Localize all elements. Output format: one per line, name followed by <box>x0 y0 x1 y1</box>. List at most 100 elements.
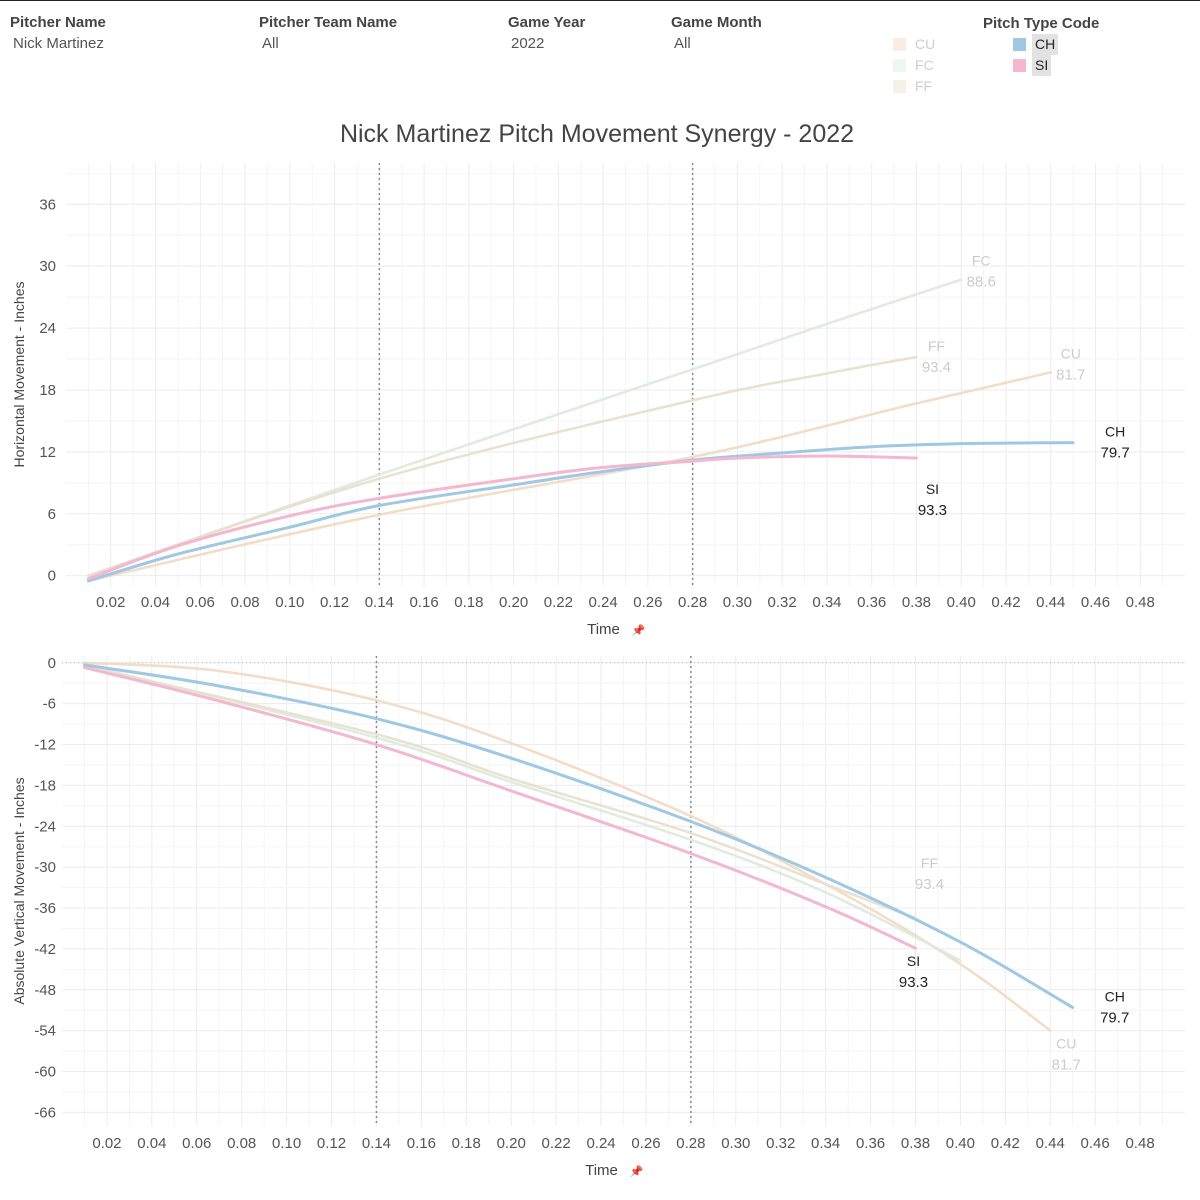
x-tick-label: 0.12 <box>317 1135 346 1152</box>
filter-value[interactable]: All <box>262 35 279 52</box>
x-tick-label: 0.08 <box>230 594 259 611</box>
x-tick-label: 0.40 <box>946 1135 975 1152</box>
x-tick-label: 0.08 <box>227 1135 256 1152</box>
legend-swatch <box>893 38 906 51</box>
legend-swatch <box>893 80 906 93</box>
x-tick-label: 0.44 <box>1036 594 1065 611</box>
y-tick-label: -6 <box>43 696 56 713</box>
filter-label: Pitcher Name <box>10 14 106 31</box>
series-line-si <box>83 666 917 950</box>
x-tick-label: 0.24 <box>586 1135 615 1152</box>
y-tick-label: -54 <box>34 1023 56 1040</box>
y-tick-label: -66 <box>34 1104 56 1121</box>
filter-value[interactable]: Nick Martinez <box>13 35 104 52</box>
series-line-fc <box>83 663 962 962</box>
y-tick-label: -42 <box>34 941 56 958</box>
y-axis-label: Absolute Vertical Movement - Inches <box>11 777 27 1004</box>
x-tick-label: 0.22 <box>542 1135 571 1152</box>
x-tick-label: 0.42 <box>991 1135 1020 1152</box>
filter-pitcher-team[interactable]: Pitcher Team Name All <box>259 14 397 52</box>
filter-game-year[interactable]: Game Year 2022 <box>508 14 585 52</box>
series-label-ff: FF <box>921 855 938 871</box>
pin-icon: 📌 <box>630 1164 644 1178</box>
x-tick-label: 0.20 <box>497 1135 526 1152</box>
series-speed-ch: 79.7 <box>1100 445 1129 462</box>
series-speed-si: 93.3 <box>918 502 947 519</box>
x-axis-label: Time <box>587 621 620 638</box>
series-label-cu: CU <box>1056 1036 1076 1052</box>
legend-item-ff[interactable]: FF <box>893 76 935 97</box>
x-tick-label: 0.34 <box>811 1135 840 1152</box>
legend-item-cu[interactable]: CU <box>893 34 938 55</box>
x-tick-label: 0.02 <box>96 594 125 611</box>
series-label-ch: CH <box>1105 424 1125 440</box>
filter-game-month[interactable]: Game Month All <box>671 14 762 52</box>
y-tick-label: 12 <box>39 444 56 461</box>
x-tick-label: 0.46 <box>1081 594 1110 611</box>
filter-value[interactable]: 2022 <box>511 35 545 52</box>
x-tick-label: 0.32 <box>768 594 797 611</box>
x-tick-label: 0.46 <box>1081 1135 1110 1152</box>
x-tick-label: 0.40 <box>947 594 976 611</box>
filter-label: Game Year <box>508 14 586 31</box>
y-tick-label: -36 <box>34 900 56 917</box>
x-tick-label: 0.06 <box>186 594 215 611</box>
y-tick-label: 30 <box>39 258 56 275</box>
series-line-si <box>86 454 918 581</box>
y-tick-label: 24 <box>39 320 56 337</box>
chart-panel-2: 0.02 0.04 0.06 0.08 0.10 0.12 0.14 0.16 0.18 0.20… <box>11 655 1185 1179</box>
y-tick-label: -18 <box>34 777 56 794</box>
x-tick-label: 0.36 <box>856 1135 885 1152</box>
series-speed-cu: 81.7 <box>1056 366 1085 383</box>
x-tick-label: 0.14 <box>362 1135 391 1152</box>
x-tick-label: 0.28 <box>678 594 707 611</box>
x-tick-label: 0.10 <box>272 1135 301 1152</box>
x-tick-label: 0.16 <box>407 1135 436 1152</box>
legend-label: SI <box>1032 55 1052 76</box>
legend-label: FF <box>915 78 933 94</box>
x-tick-label: 0.38 <box>902 594 931 611</box>
legend-label: CH <box>1032 34 1059 55</box>
legend-item-ch[interactable]: CH <box>1013 34 1059 55</box>
x-axis-label: Time <box>585 1162 618 1179</box>
series-label-cu: CU <box>1061 345 1081 361</box>
y-tick-label: -30 <box>34 859 56 876</box>
top-border <box>0 0 1200 1</box>
filter-value[interactable]: All <box>674 35 691 52</box>
legend-item-si[interactable]: SI <box>1013 55 1052 76</box>
series-speed-ff: 93.4 <box>915 876 944 893</box>
legend-label: CU <box>915 36 936 52</box>
x-tick-label: 0.28 <box>676 1135 705 1152</box>
x-tick-label: 0.34 <box>812 594 841 611</box>
x-tick-label: 0.26 <box>633 594 662 611</box>
legend-label: FC <box>915 57 934 73</box>
y-tick-label: 0 <box>48 568 56 585</box>
x-tick-label: 0.44 <box>1036 1135 1065 1152</box>
series-line-ch <box>83 663 1075 1009</box>
y-tick-label: -48 <box>34 982 56 999</box>
x-tick-label: 0.30 <box>721 1135 750 1152</box>
x-tick-label: 0.36 <box>857 594 886 611</box>
legend-swatch <box>1013 59 1026 72</box>
x-tick-label: 0.10 <box>275 594 304 611</box>
pin-icon: 📌 <box>632 623 646 637</box>
series-speed-ff: 93.4 <box>922 359 951 376</box>
series-speed-cu: 81.7 <box>1052 1057 1081 1074</box>
x-tick-label: 0.22 <box>544 594 573 611</box>
x-tick-label: 0.12 <box>320 594 349 611</box>
x-tick-label: 0.04 <box>141 594 170 611</box>
x-tick-label: 0.20 <box>499 594 528 611</box>
filter-pitcher-name[interactable]: Pitcher Name Nick Martinez <box>10 14 106 52</box>
legend-swatch <box>1013 38 1026 51</box>
y-tick-label: -24 <box>34 818 56 835</box>
filter-label: Game Month <box>671 14 762 31</box>
series-label-ff: FF <box>928 338 945 354</box>
x-tick-label: 0.30 <box>723 594 752 611</box>
series-label-si: SI <box>926 481 939 497</box>
x-tick-label: 0.32 <box>766 1135 795 1152</box>
y-axis-label: Horizontal Movement - Inches <box>11 282 27 468</box>
x-tick-label: 0.06 <box>182 1135 211 1152</box>
x-tick-label: 0.48 <box>1126 594 1155 611</box>
chart-title: Nick Martinez Pitch Movement Synergy - 2… <box>339 120 855 148</box>
legend-item-fc[interactable]: FC <box>893 55 937 76</box>
